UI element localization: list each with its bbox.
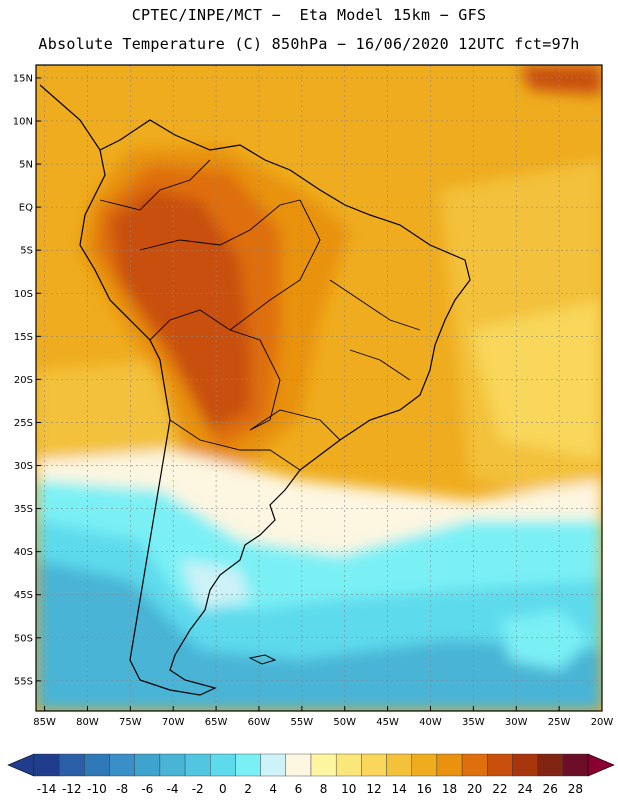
field-caribbean-24 [520, 65, 602, 95]
colorbar-swatch [210, 753, 236, 777]
title-line-2: Absolute Temperature (C) 850hPa − 16/06/… [38, 35, 580, 53]
lon-tick-label: 75W [119, 717, 142, 728]
colorbar-label: 8 [320, 782, 328, 796]
colorbar-label: -4 [167, 782, 179, 796]
colorbar-label: 22 [492, 782, 507, 796]
colorbar-swatch [159, 753, 186, 777]
colorbar-label: 12 [366, 782, 381, 796]
lat-tick-label: 30S [14, 461, 33, 472]
lon-tick-label: 40W [419, 717, 442, 728]
colorbar-swatch [285, 753, 312, 777]
colorbar-swatch [487, 753, 513, 777]
colorbar-swatch [310, 753, 337, 777]
temperature-field [36, 65, 602, 711]
colorbar-swatch [335, 753, 362, 777]
colorbar-swatch [562, 753, 589, 777]
lat-tick-label: 40S [14, 547, 33, 558]
colorbar-swatch [184, 753, 211, 777]
lat-tick-label: 35S [14, 504, 33, 515]
field-swirl [500, 610, 590, 670]
falkland-islands [248, 654, 277, 665]
lat-tick-label: 20S [14, 375, 33, 386]
lat-tick-label: 45S [14, 590, 33, 601]
lon-tick-label: 50W [333, 717, 356, 728]
colorbar-swatch [109, 753, 135, 777]
lon-tick-label: 80W [76, 717, 99, 728]
colorbar-swatch [361, 753, 387, 777]
lat-lon-grid [36, 65, 602, 711]
field-patagonia-4 [180, 560, 250, 610]
country-borders [99, 159, 421, 471]
colorbar-swatch [235, 753, 261, 777]
colorbar-label: 26 [543, 782, 558, 796]
lat-tick-label: 5S [20, 246, 33, 257]
lat-tick-label: 50S [14, 633, 33, 644]
colorbar-min-arrow [7, 753, 35, 777]
lat-tick-label: 10S [14, 289, 33, 300]
colorbar-swatch [411, 753, 438, 777]
field-cold-minus4 [36, 560, 602, 711]
lon-tick-label: 55W [291, 717, 314, 728]
colorbar-label: 4 [269, 782, 277, 796]
colorbar-label: -14 [37, 782, 57, 796]
colorbar-label: 16 [417, 782, 432, 796]
latitude-axis: 15N 10N 5N EQ 5S 10S 15S 20S 25S 30S 35S 40S 45S 50S 5… [13, 73, 41, 687]
colorbar-swatch [84, 753, 110, 777]
colorbar-label: 2 [244, 782, 252, 796]
colorbar-max-arrow [587, 753, 615, 777]
lat-tick-label: 15N [13, 73, 33, 84]
colorbar-swatch [58, 753, 85, 777]
lat-tick-label: 15S [14, 332, 33, 343]
colorbar-swatch [33, 753, 60, 777]
colorbar-swatch [512, 753, 538, 777]
colorbar-label: 10 [341, 782, 356, 796]
colorbar-label: 28 [568, 782, 583, 796]
map-frame [35, 64, 603, 712]
field-continent-24 [110, 190, 250, 430]
title-line-1: CPTEC/INPE/MCT − Eta Model 15km − GFS [131, 6, 487, 24]
lon-tick-label: 25W [548, 717, 571, 728]
coastline-south-america [39, 84, 471, 696]
lon-tick-label: 65W [205, 717, 228, 728]
colorbar-swatch [260, 753, 287, 777]
colorbar-label: -8 [116, 782, 128, 796]
colorbar-swatch [461, 753, 488, 777]
colorbar-label: -2 [192, 782, 204, 796]
colorbar-label: -10 [87, 782, 107, 796]
lat-tick-label: 5N [19, 160, 33, 171]
lon-tick-label: 30W [505, 717, 528, 728]
lon-tick-label: 45W [376, 717, 399, 728]
colorbar-label: 14 [391, 782, 406, 796]
colorbar-label: 0 [219, 782, 227, 796]
colorbar: -14 -12 -10 -8 -6 -4 -2 0 2 4 6 8 10 12 14 16 18 20 22 24 26… [7, 753, 615, 796]
colorbar-label: 20 [467, 782, 482, 796]
colorbar-label: 6 [295, 782, 303, 796]
lat-tick-label: EQ [19, 203, 33, 214]
lon-tick-label: 85W [33, 717, 56, 728]
colorbar-swatch [436, 753, 463, 777]
lat-tick-label: 10N [13, 116, 33, 127]
colorbar-swatch [386, 753, 412, 777]
field-atlantic-16 [470, 300, 602, 460]
colorbar-swatch [537, 753, 564, 777]
lat-tick-label: 55S [14, 676, 33, 687]
lon-tick-label: 20W [591, 717, 614, 728]
colorbar-label: 24 [517, 782, 532, 796]
field-pacific-16 [36, 360, 180, 480]
lon-tick-label: 35W [462, 717, 485, 728]
colorbar-label: 18 [442, 782, 457, 796]
colorbar-label: -12 [62, 782, 82, 796]
lon-tick-label: 60W [248, 717, 271, 728]
longitude-axis: 85W 80W 75W 70W 65W 60W 55W 50W 45W 40W 35W 30W 25W 2… [33, 706, 613, 728]
lat-tick-label: 25S [14, 418, 33, 429]
colorbar-label: -6 [141, 782, 153, 796]
lon-tick-label: 70W [162, 717, 185, 728]
colorbar-swatch [134, 753, 161, 777]
